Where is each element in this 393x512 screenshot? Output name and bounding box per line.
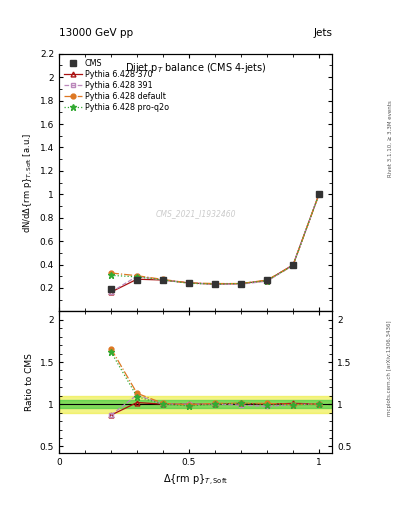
Bar — [59, 400, 332, 409]
Text: mcplots.cern.ch [arXiv:1306.3436]: mcplots.cern.ch [arXiv:1306.3436] — [387, 321, 392, 416]
Y-axis label: dN/d$\Delta${rm p}$_{T,\mathsf{Soft}}$ [a.u.]: dN/d$\Delta${rm p}$_{T,\mathsf{Soft}}$ [… — [21, 132, 34, 233]
Legend: CMS, Pythia 6.428 370, Pythia 6.428 391, Pythia 6.428 default, Pythia 6.428 pro-: CMS, Pythia 6.428 370, Pythia 6.428 391,… — [62, 57, 171, 113]
Bar — [59, 396, 332, 413]
Text: Dijet p$_T$ balance (CMS 4-jets): Dijet p$_T$ balance (CMS 4-jets) — [125, 61, 266, 75]
Y-axis label: Ratio to CMS: Ratio to CMS — [25, 353, 34, 411]
Text: CMS_2021_I1932460: CMS_2021_I1932460 — [155, 209, 236, 218]
X-axis label: $\Delta${rm p}$_{T,\mathsf{Soft}}$: $\Delta${rm p}$_{T,\mathsf{Soft}}$ — [163, 473, 228, 487]
Text: 13000 GeV pp: 13000 GeV pp — [59, 28, 133, 38]
Text: Rivet 3.1.10, ≥ 3.3M events: Rivet 3.1.10, ≥ 3.3M events — [387, 100, 392, 177]
Text: Jets: Jets — [313, 28, 332, 38]
